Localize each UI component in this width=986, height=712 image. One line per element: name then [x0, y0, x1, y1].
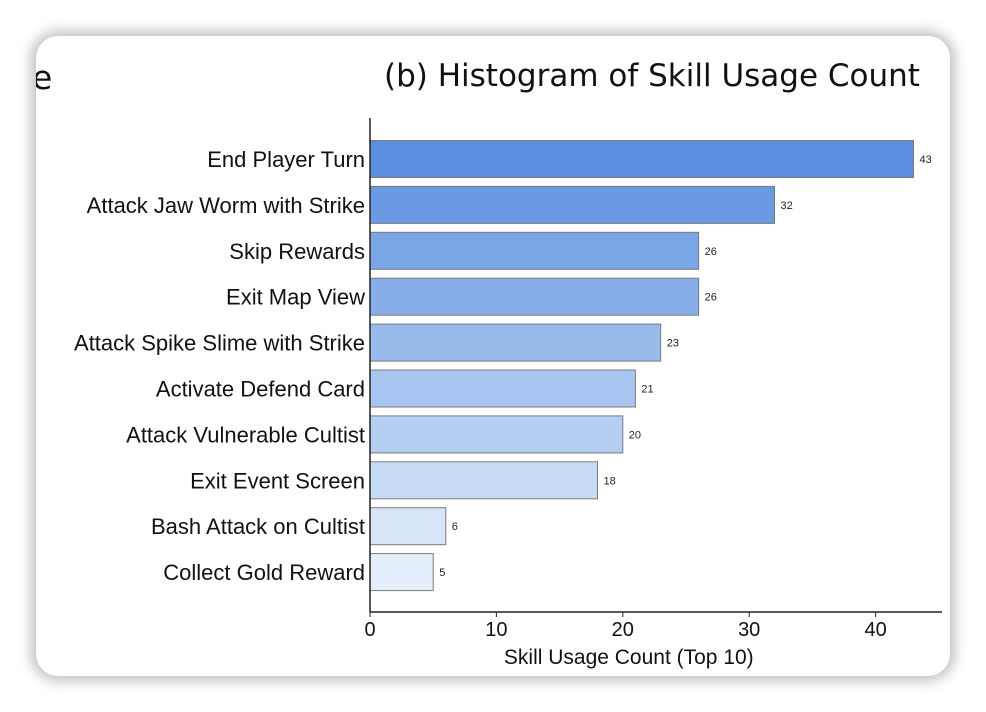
cropped-title-fragment: e	[36, 58, 53, 97]
bar	[369, 231, 700, 270]
value-label: 5	[439, 567, 445, 579]
value-label: 20	[629, 429, 641, 441]
category-label: Attack Spike Slime with Strike	[74, 331, 365, 356]
value-label: 6	[452, 521, 458, 533]
x-tick-label: 10	[485, 619, 507, 641]
bar	[369, 553, 434, 592]
value-label: 26	[705, 292, 717, 304]
bar	[369, 461, 598, 500]
figure-card: e (b) Histogram of Skill Usage Count End…	[36, 36, 950, 676]
bar-chart: End Player Turn 43 Attack Jaw Worm with St…	[74, 118, 942, 669]
value-label: 21	[641, 384, 653, 396]
bar	[369, 369, 636, 408]
x-tick-label: 30	[738, 619, 760, 641]
bar	[369, 185, 775, 224]
bar	[369, 507, 447, 546]
value-label: 23	[667, 338, 679, 350]
category-label: Bash Attack on Cultist	[151, 514, 365, 539]
category-label: Exit Event Screen	[190, 468, 365, 493]
x-tick-label: 20	[612, 619, 634, 641]
category-label: Attack Vulnerable Cultist	[126, 422, 365, 447]
category-label: Activate Defend Card	[156, 377, 365, 402]
bar	[369, 323, 662, 362]
x-tick-label: 40	[864, 619, 886, 641]
value-label: 32	[781, 200, 793, 212]
category-label: Exit Map View	[226, 285, 365, 310]
x-tick-label: 0	[364, 619, 375, 641]
category-label: End Player Turn	[207, 147, 365, 172]
value-label: 26	[705, 246, 717, 258]
value-label: 18	[604, 475, 616, 487]
bar	[369, 415, 624, 454]
value-label: 43	[920, 154, 932, 166]
category-label: Collect Gold Reward	[163, 560, 365, 585]
bar	[369, 140, 914, 178]
bar	[369, 277, 700, 316]
chart-title: (b) Histogram of Skill Usage Count	[384, 58, 920, 94]
x-axis-title: Skill Usage Count (Top 10)	[504, 646, 754, 669]
category-label: Skip Rewards	[229, 239, 365, 264]
category-label: Attack Jaw Worm with Strike	[87, 193, 365, 218]
